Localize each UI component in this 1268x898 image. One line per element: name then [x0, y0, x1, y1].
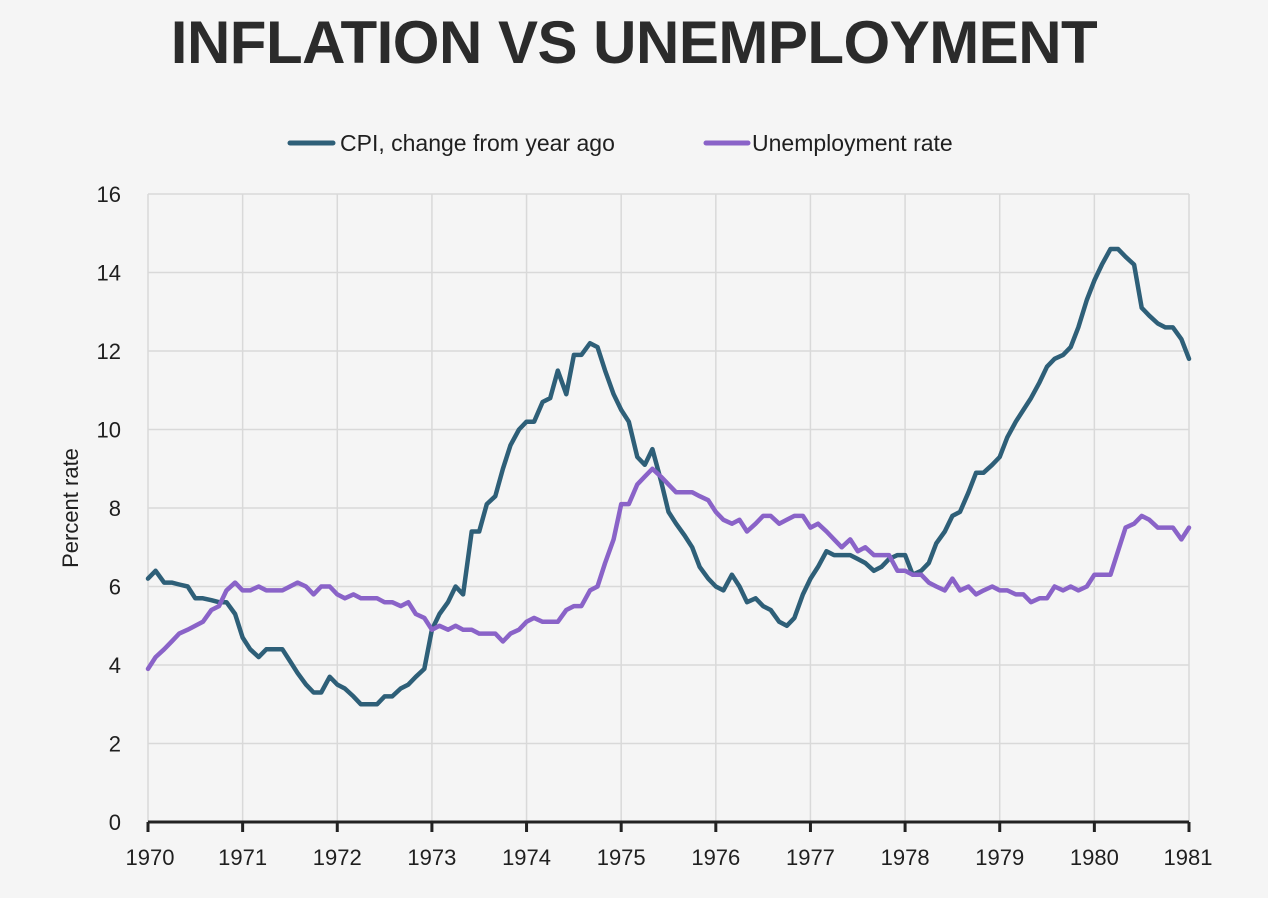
series-line-cpi: [145, 246, 1192, 707]
y-axis-ticks: 0 2 4 6 8 10 12 14 16: [97, 182, 121, 835]
y-tick-label: 14: [97, 261, 121, 286]
x-tick-label: 1971: [218, 845, 267, 870]
y-tick-label: 12: [97, 339, 121, 364]
x-axis-ticks: 1970 1971 1972 1973 1974 1975 1976 1977 1978 1979…: [126, 820, 1213, 870]
x-tick-label: 1970: [126, 845, 175, 870]
chart-title: INFLATION VS UNEMPLOYMENT: [170, 9, 1098, 76]
y-axis-title: Percent rate: [58, 448, 83, 568]
series-line-unemployment: [145, 466, 1192, 672]
x-tick-label: 1981: [1164, 845, 1213, 870]
x-tick-label: 1972: [313, 845, 362, 870]
x-tick-label: 1974: [502, 845, 551, 870]
x-tick-label: 1978: [881, 845, 930, 870]
x-tick-label: 1980: [1070, 845, 1119, 870]
y-tick-label: 4: [109, 653, 121, 678]
x-tick-label: 1976: [691, 845, 740, 870]
x-tick-label: 1973: [407, 845, 456, 870]
y-tick-label: 0: [109, 810, 121, 835]
y-tick-label: 2: [109, 732, 121, 757]
legend-label-cpi: CPI, change from year ago: [340, 130, 615, 156]
x-tick-label: 1977: [786, 845, 835, 870]
y-tick-label: 10: [97, 418, 121, 443]
series-layer: [145, 246, 1192, 707]
x-tick-label: 1979: [975, 845, 1024, 870]
x-tick-label: 1975: [597, 845, 646, 870]
y-tick-label: 6: [109, 575, 121, 600]
legend-label-unemployment: Unemployment rate: [752, 130, 953, 156]
y-tick-label: 16: [97, 182, 121, 207]
legend: CPI, change from year ago Unemployment r…: [287, 130, 953, 156]
y-tick-label: 8: [109, 496, 121, 521]
